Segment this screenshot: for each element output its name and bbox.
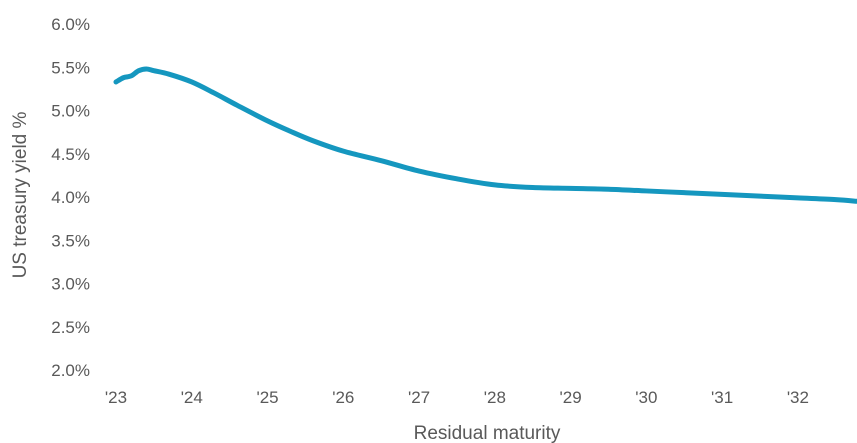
y-tick-label: 4.5% [51, 145, 90, 164]
x-tick-label: '29 [560, 388, 582, 407]
y-tick-label: 3.5% [51, 231, 90, 250]
y-tick-label: 2.5% [51, 318, 90, 337]
y-tick-label: 2.0% [51, 361, 90, 380]
x-tick-label: '32 [787, 388, 809, 407]
x-tick-label: '28 [484, 388, 506, 407]
x-tick-label: '23 [105, 388, 127, 407]
series-layer [116, 69, 857, 201]
y-tick-label: 4.0% [51, 188, 90, 207]
x-tick-label: '30 [635, 388, 657, 407]
x-axis-title: Residual maturity [414, 423, 561, 443]
y-tick-label: 5.0% [51, 102, 90, 121]
x-tick-label: '26 [332, 388, 354, 407]
yield-curve-line [116, 69, 857, 201]
y-tick-label: 5.5% [51, 58, 90, 77]
y-axis-title: US treasury yield % [10, 111, 31, 278]
y-axis-ticks: 2.0% 2.5% 3.0% 3.5% 4.0% 4.5% 5.0% 5.5% 6.0% [51, 15, 90, 380]
x-tick-label: '27 [408, 388, 430, 407]
x-tick-label: '31 [711, 388, 733, 407]
y-tick-label: 3.0% [51, 275, 90, 294]
x-tick-label: '25 [256, 388, 278, 407]
x-axis-ticks: '23 '24 '25 '26 '27 '28 '29 '30 '31 '32 [105, 388, 809, 407]
x-tick-label: '24 [181, 388, 203, 407]
y-tick-label: 6.0% [51, 15, 90, 34]
